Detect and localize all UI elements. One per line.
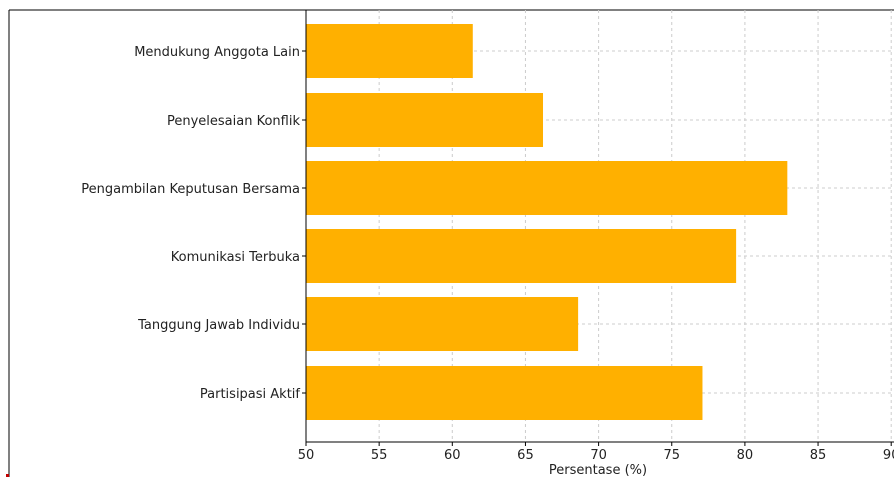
x-tick-label: 60	[444, 448, 461, 463]
bar	[306, 366, 703, 420]
bar	[306, 229, 737, 283]
bar	[306, 93, 544, 147]
figure-corner-mark	[6, 474, 9, 477]
category-label: Penyelesaian Konflik	[167, 114, 300, 129]
bar	[306, 161, 788, 215]
bars	[306, 24, 788, 420]
y-ticks: Mendukung Anggota Lain Penyelesaian Konfl…	[81, 45, 306, 402]
category-label: Pengambilan Keputusan Bersama	[81, 182, 300, 197]
x-ticks: 50 55 60 65 70 75 80 85 90	[298, 442, 894, 463]
category-label: Partisipasi Aktif	[200, 387, 301, 402]
x-tick-label: 65	[517, 448, 534, 463]
axes	[305, 10, 894, 443]
x-tick-label: 80	[737, 448, 754, 463]
x-tick-label: 85	[810, 448, 827, 463]
x-tick-label: 70	[590, 448, 607, 463]
bar	[306, 24, 473, 78]
category-label: Mendukung Anggota Lain	[134, 45, 300, 60]
x-tick-label: 50	[298, 448, 315, 463]
category-label: Komunikasi Terbuka	[171, 250, 300, 265]
x-tick-label: 75	[663, 448, 680, 463]
x-axis-title: Persentase (%)	[549, 463, 647, 477]
x-tick-label: 55	[371, 448, 388, 463]
category-label: Tanggung Jawab Individu	[137, 318, 300, 333]
x-tick-label: 90	[883, 448, 894, 463]
bar	[306, 297, 579, 351]
